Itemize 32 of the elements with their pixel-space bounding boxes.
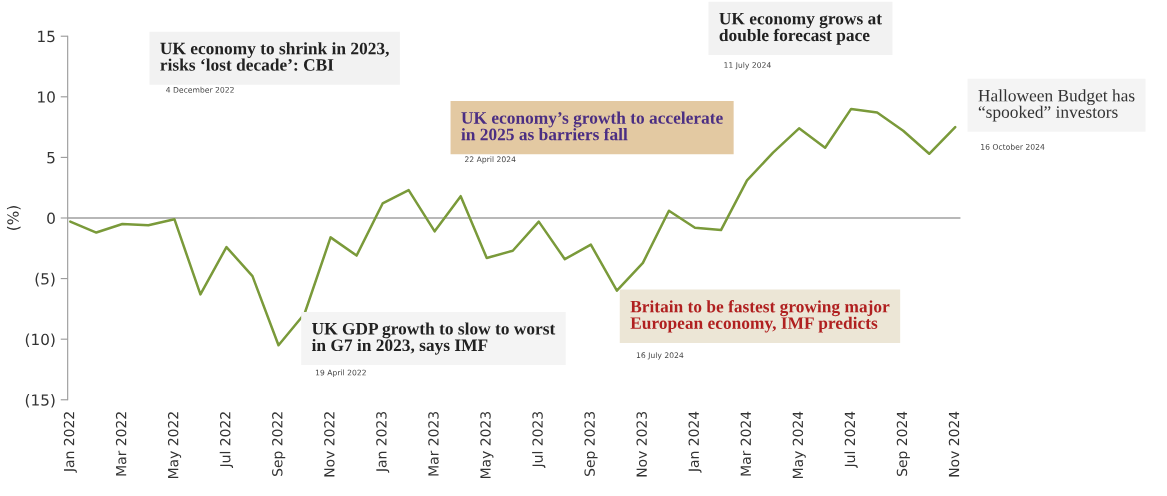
x-tick-label: Nov 2022 bbox=[324, 412, 335, 477]
x-tick-label: Mar 2023 bbox=[428, 412, 439, 476]
x-tick-label: Nov 2023 bbox=[636, 412, 647, 477]
x-tick-label: Jul 2023 bbox=[532, 412, 546, 469]
x-tick-label: Sep 2024 bbox=[896, 411, 910, 476]
annotation: Britain to be fastest growing major European economy, IMF predicts bbox=[630, 300, 890, 333]
y-tick-label: (5) bbox=[35, 272, 55, 287]
x-tick-label: May 2024 bbox=[792, 411, 806, 478]
y-tick-label: (10) bbox=[25, 333, 55, 347]
y-tick-label: (15) bbox=[25, 393, 55, 408]
x-tick-label: May 2023 bbox=[480, 412, 494, 478]
annotation: UK economy grows at double forecast pace bbox=[719, 12, 882, 45]
x-tick-label: Mar 2024 bbox=[740, 411, 752, 476]
x-tick-label: Jan 2023 bbox=[376, 412, 390, 473]
x-tick-label: Jan 2022 bbox=[63, 412, 77, 473]
x-tick-label: May 2022 bbox=[167, 412, 182, 478]
x-tick-label: Mar 2022 bbox=[115, 412, 127, 476]
y-tick-label: 10 bbox=[38, 91, 55, 103]
x-tick-label: Sep 2023 bbox=[584, 412, 598, 476]
x-tick-label: Nov 2024 bbox=[948, 411, 960, 477]
y-axis-title: (%) bbox=[6, 206, 21, 230]
annotation: UK economy’s growth to accelerate in 2025 as barriers fall bbox=[461, 111, 723, 141]
x-tick-label: Jan 2024 bbox=[688, 411, 702, 473]
y-tick-label: 0 bbox=[47, 212, 55, 225]
x-tick-label: Jul 2024 bbox=[844, 411, 858, 469]
x-tick-label: Jul 2022 bbox=[219, 412, 234, 469]
y-tick-label: 5 bbox=[47, 152, 55, 164]
x-tick-label: Sep 2022 bbox=[272, 412, 286, 476]
text: Halloween Budget has “spooked” investors bbox=[978, 89, 1135, 122]
y-tick-label: 15 bbox=[38, 30, 55, 43]
annotation: UK economy to shrink in 2023, risks ‘lost decade’: CBI bbox=[160, 42, 389, 71]
annotation: UK GDP growth to slow to worst in G7 in 2023, says IMF bbox=[311, 322, 556, 355]
